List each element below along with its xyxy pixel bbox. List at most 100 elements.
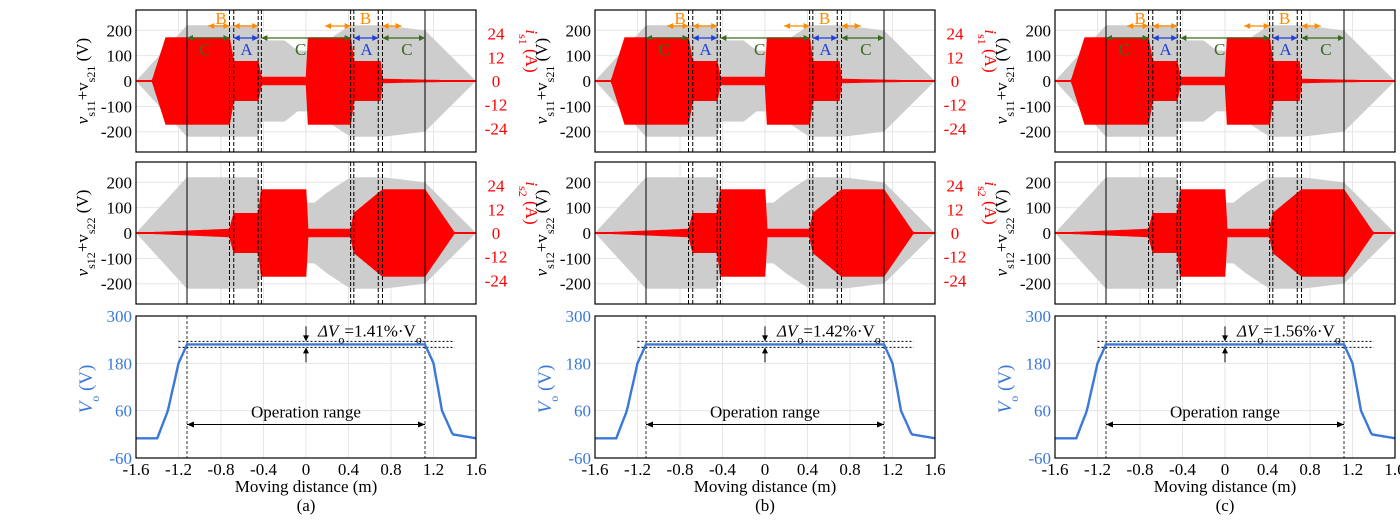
x-tick-label: -1.6 xyxy=(123,460,150,479)
y2-tick-label: -24 xyxy=(485,271,508,290)
delta-arrow-head xyxy=(303,347,309,354)
region-a-arrow-head xyxy=(1152,35,1159,41)
region-c-arrow-head xyxy=(878,35,884,41)
y2-axis-label-mid: is2 (A) xyxy=(975,181,1000,224)
subscript: s1 xyxy=(516,34,530,45)
y2-tick-label: 0 xyxy=(951,72,960,91)
y-tick-label: 200 xyxy=(566,173,592,192)
x-tick-label: -0.4 xyxy=(250,460,277,479)
region-b-arrow-head xyxy=(1152,23,1159,29)
x-tick-label: -1.2 xyxy=(165,460,192,479)
region-b-arrow-head xyxy=(682,23,689,29)
x-axis-label: Moving distance (m) xyxy=(694,477,837,496)
operation-range-label: Operation range xyxy=(251,402,361,421)
region-a-label: A xyxy=(360,40,373,59)
subscript: s21 xyxy=(84,66,98,83)
x-tick-label: 1.2 xyxy=(882,460,903,479)
region-c-arrow-head xyxy=(1180,35,1187,41)
y2-tick-label: -24 xyxy=(944,119,967,138)
plot-frame xyxy=(1054,9,1396,153)
text-span: i xyxy=(981,181,1000,186)
region-c-label: C xyxy=(401,40,412,59)
vo-axis-label: Vo (V) xyxy=(76,365,102,414)
plot-frame xyxy=(594,9,936,153)
region-c-arrow-head xyxy=(682,35,689,41)
x-tick-label: -1.6 xyxy=(1042,460,1069,479)
region-b-arrow-head xyxy=(803,23,810,29)
operation-arrow-head xyxy=(187,421,194,428)
x-tick-label: 1.6 xyxy=(924,460,945,479)
vo-tick-label: 300 xyxy=(107,307,133,326)
y-tick-label: 200 xyxy=(1026,21,1052,40)
y2-tick-label: 0 xyxy=(951,224,960,243)
subscript: o xyxy=(797,332,803,346)
region-c-arrow-head xyxy=(720,35,727,41)
region-b-arrow-head xyxy=(1301,23,1308,29)
region-b-label: B xyxy=(215,9,226,28)
subscript: o xyxy=(1257,332,1263,346)
region-b-arrow-head xyxy=(841,23,848,29)
region-a-label: A xyxy=(699,40,712,59)
x-tick-label: 1.6 xyxy=(1384,460,1400,479)
text-span: +v xyxy=(532,82,551,101)
region-c-arrow-head xyxy=(344,35,351,41)
x-tick-label: 0.4 xyxy=(1257,460,1279,479)
region-b-arrow-head xyxy=(1127,23,1134,29)
text-span: i xyxy=(981,29,1000,34)
region-b-arrow-head xyxy=(1171,23,1178,29)
vo-line xyxy=(1055,343,1396,440)
region-b-arrow-head xyxy=(382,23,389,29)
text-span: (A) xyxy=(981,45,1000,73)
region-a-arrow-head xyxy=(233,35,240,41)
subscript: o xyxy=(338,332,344,346)
subscript: s12 xyxy=(84,252,98,269)
y-tick-label: 0 xyxy=(1043,72,1052,91)
region-c-label: C xyxy=(1214,40,1225,59)
text-span: (A) xyxy=(981,197,1000,225)
subscript: o xyxy=(88,396,102,402)
text-span: ΔV xyxy=(776,321,800,340)
y2-tick-label: -12 xyxy=(485,248,508,267)
text-span: (V) xyxy=(73,190,92,218)
y2-tick-label: -24 xyxy=(485,119,508,138)
region-c-label: C xyxy=(658,40,669,59)
subscript: s21 xyxy=(543,66,557,83)
y-tick-label: 100 xyxy=(1026,199,1052,218)
region-b-arrow-head xyxy=(395,23,402,29)
operation-range-label: Operation range xyxy=(710,402,820,421)
text-span: ΔV xyxy=(317,321,341,340)
panel-caption: (a) xyxy=(297,496,316,515)
y-tick-label: -100 xyxy=(1020,97,1051,116)
y-tick-label: -200 xyxy=(1020,275,1051,294)
y2-tick-label: 12 xyxy=(947,200,964,219)
y2-tick-label: 24 xyxy=(488,177,506,196)
y2-axis-label-top: is1 (A) xyxy=(975,29,1000,72)
text-span: i xyxy=(522,29,541,34)
vo-tick-label: 60 xyxy=(574,402,591,421)
region-c-arrow-head xyxy=(1301,35,1308,41)
x-tick-label: 1.6 xyxy=(465,460,486,479)
y-tick-label: -200 xyxy=(560,275,591,294)
operation-arrow-head xyxy=(418,421,425,428)
y-tick-label: 0 xyxy=(583,224,592,243)
region-c-arrow-head xyxy=(646,35,652,41)
x-axis-label: Moving distance (m) xyxy=(235,477,378,496)
region-c-label: C xyxy=(754,40,765,59)
x-tick-label: -0.8 xyxy=(208,460,235,479)
delta-annotation: ΔVo=1.42%·Vo xyxy=(776,321,881,346)
plot-frame xyxy=(1054,315,1396,459)
subscript: s12 xyxy=(543,252,557,269)
region-b-arrow-head xyxy=(233,23,240,29)
region-c-arrow-head xyxy=(1338,35,1344,41)
panel-caption: (c) xyxy=(1216,496,1235,515)
text-span: =1.56% xyxy=(1263,321,1317,340)
subscript: s22 xyxy=(84,217,98,234)
subscript: s11 xyxy=(543,100,557,116)
text-span: (V) xyxy=(992,38,1011,66)
y-tick-label: -100 xyxy=(560,249,591,268)
region-a-arrow-head xyxy=(1272,35,1279,41)
x-tick-label: -1.6 xyxy=(582,460,609,479)
